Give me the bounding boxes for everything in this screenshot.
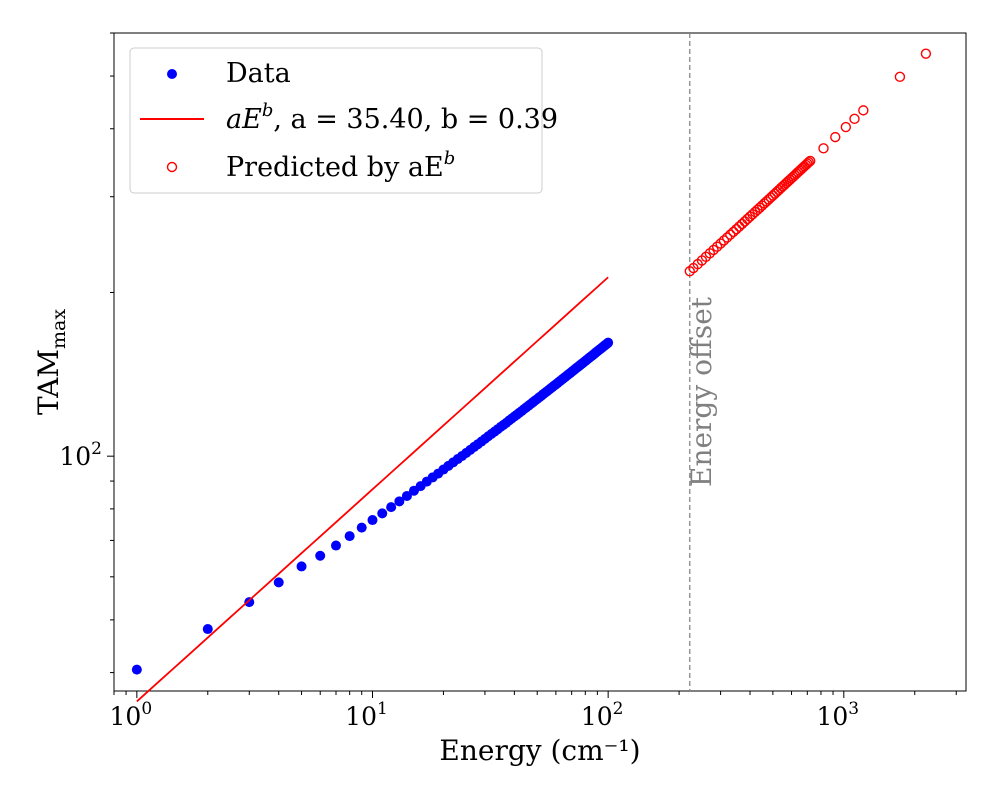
predicted-point (818, 143, 829, 154)
predicted-point (804, 155, 816, 167)
predicted-point (920, 48, 932, 59)
data-point (356, 522, 367, 533)
predicted-point (718, 235, 730, 246)
predicted-point (708, 244, 719, 256)
offset-layer: Energy offset (685, 33, 718, 691)
predicted-point (725, 229, 736, 240)
legend-fit-part-2: b (262, 100, 274, 121)
predicted-point (830, 131, 841, 143)
y-axis-label-main: TAM (32, 349, 65, 415)
x-axis-label: Energy (cm⁻¹) (439, 734, 640, 767)
data-point (273, 577, 284, 588)
x-tick-label: 102 (581, 699, 624, 731)
data-point (244, 597, 255, 608)
data-point (131, 664, 142, 675)
legend-label-fit: aEb, a = 35.40, b = 0.39 (226, 100, 558, 135)
y-tick-label: 102 (59, 439, 102, 471)
data-point (603, 337, 614, 348)
predicted-point (728, 226, 739, 238)
predicted-point (731, 223, 742, 235)
predicted-point (684, 266, 695, 277)
predicted-point (734, 221, 745, 232)
data-point (296, 561, 307, 572)
y-axis-label-sub: max (48, 309, 70, 349)
data-point (344, 531, 355, 542)
fit-layer (136, 276, 609, 703)
data-point (394, 496, 405, 507)
fit-line (136, 276, 609, 703)
legend-fit-part-1: aE (226, 104, 262, 135)
legend-fit-part-3: , a = 35.40, b = 0.39 (273, 104, 558, 135)
x-tick-label: 100 (110, 699, 153, 731)
pred-layer (684, 48, 932, 277)
data-point (401, 490, 412, 501)
predicted-point (711, 241, 723, 252)
data-point (367, 515, 378, 526)
data-point (377, 508, 388, 519)
legend: Data aEb, a = 35.40, b = 0.39 Predicted … (129, 47, 558, 194)
predicted-point (802, 158, 813, 169)
x-tick-label: 101 (345, 699, 388, 731)
data-layer (131, 337, 614, 675)
predicted-point (840, 121, 852, 133)
legend-pred-part-1: Predicted by aE (226, 152, 444, 183)
legend-pred-part-2: b (444, 148, 456, 169)
legend-marker-data (167, 69, 177, 79)
data-point (330, 540, 341, 551)
y-axis-label: TAMmax (32, 309, 70, 415)
predicted-point (715, 238, 726, 249)
energy-offset-label: Energy offset (685, 296, 718, 487)
legend-label-predicted: Predicted by aEb (226, 148, 455, 183)
predicted-point (894, 71, 906, 83)
x-tick-label: 103 (816, 699, 859, 731)
tick-layer: 100 101 102 103 102 (59, 32, 957, 731)
data-point (315, 550, 326, 561)
predicted-point (721, 232, 733, 243)
legend-box (129, 47, 543, 194)
data-point (202, 624, 213, 635)
data-point (386, 502, 397, 513)
predicted-point (849, 113, 860, 125)
predicted-point (803, 156, 814, 168)
legend-marker-predicted (166, 161, 178, 173)
predicted-point (858, 105, 869, 116)
legend-label-data: Data (226, 58, 291, 89)
